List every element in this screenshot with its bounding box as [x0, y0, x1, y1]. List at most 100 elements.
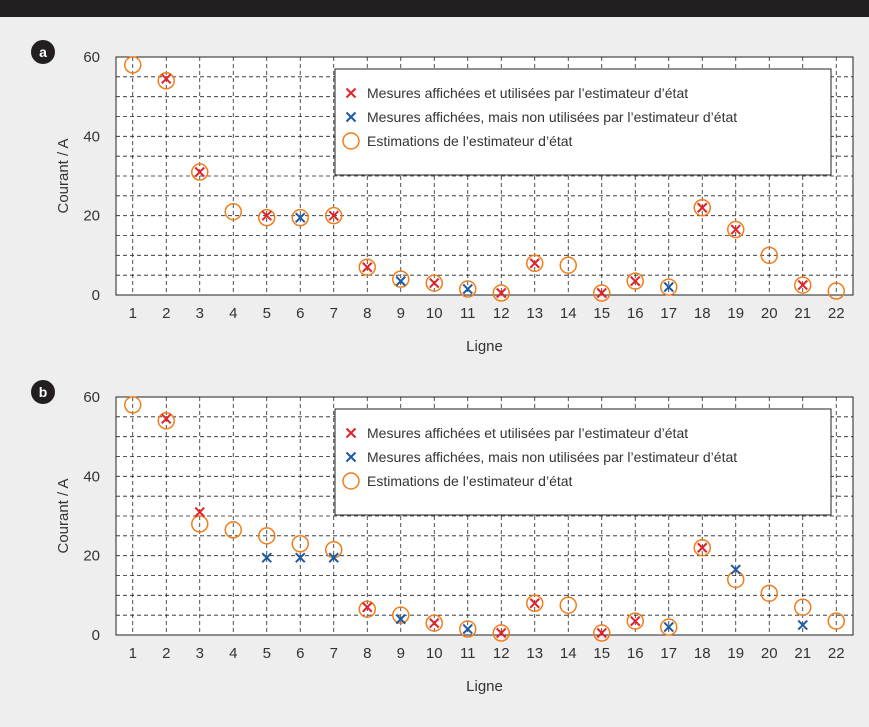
point-measure-used [161, 413, 172, 425]
y-tick-label: 60 [83, 389, 100, 406]
cross-stroke [362, 602, 373, 613]
x-tick-label: 4 [229, 645, 237, 662]
x-tick-label: 10 [426, 645, 443, 662]
point-estimation [124, 56, 142, 74]
point-estimation [191, 515, 209, 533]
x-tick-label: 2 [162, 645, 170, 662]
point-measure-unused [328, 552, 339, 563]
cross-stroke [596, 627, 607, 639]
y-axis-title: Courant / A [55, 478, 72, 553]
x-tick-label: 4 [229, 305, 237, 322]
point-estimation [794, 598, 812, 616]
panel-label: a [39, 44, 47, 60]
legend-item: Mesures affichées et utilisées par l’est… [345, 85, 688, 101]
y-tick-label: 60 [83, 49, 100, 66]
data-points [124, 56, 845, 302]
point-measure-used [529, 258, 540, 269]
legend-marker-red-cross [345, 87, 357, 99]
point-estimation [760, 246, 778, 265]
point-measure-unused [395, 613, 406, 625]
point-estimation [827, 612, 845, 630]
point-measure-used [797, 279, 808, 291]
legend: Mesures affichées et utilisées par l’est… [334, 68, 832, 176]
legend-label: Estimations de l’estimateur d’état [367, 133, 573, 149]
panel-badge [31, 380, 55, 404]
point-measure-used [429, 277, 440, 289]
point-estimation [660, 618, 678, 636]
legend-box [334, 68, 832, 176]
point-measure-unused [395, 275, 406, 287]
point-measure-used [161, 73, 172, 85]
legend-marker-blue-cross [345, 111, 357, 123]
point-estimation [258, 208, 276, 227]
legend-label: Mesures affichées, mais non utilisées pa… [367, 449, 737, 465]
x-axis-title: Ligne [466, 678, 503, 695]
y-tick-label: 0 [92, 627, 100, 644]
legend: Mesures affichées et utilisées par l’est… [334, 408, 832, 516]
point-measure-used [697, 542, 708, 553]
point-measure-used [362, 602, 373, 613]
cross-stroke [328, 210, 339, 221]
x-tick-label: 11 [460, 645, 476, 662]
cross-stroke [496, 287, 507, 299]
cross-stroke [529, 258, 540, 269]
legend-marker-orange-circle [342, 472, 360, 490]
x-tick-label: 18 [694, 305, 711, 322]
y-tick-label: 40 [83, 468, 100, 485]
point-measure-used [194, 166, 205, 178]
cross-stroke [496, 627, 507, 639]
cross-stroke [596, 287, 607, 299]
point-estimation [325, 206, 343, 225]
x-tick-label: 15 [593, 645, 610, 662]
cross-stroke [261, 552, 272, 563]
x-tick-label: 8 [363, 645, 371, 662]
point-estimation [157, 412, 175, 430]
x-tick-label: 12 [493, 305, 510, 322]
x-tick-label: 13 [526, 305, 543, 322]
point-estimation [291, 535, 309, 553]
point-estimation [459, 280, 477, 298]
point-estimation [392, 606, 410, 624]
cross-stroke [630, 615, 641, 627]
x-tick-label: 14 [560, 305, 577, 322]
cross-stroke [345, 111, 357, 123]
point-measure-used [261, 210, 272, 221]
legend-label: Estimations de l’estimateur d’état [367, 473, 573, 489]
point-measure-unused [462, 623, 473, 635]
point-estimation [358, 258, 376, 276]
point-estimation [291, 208, 309, 227]
x-tick-label: 7 [330, 645, 338, 662]
point-measure-used [194, 506, 205, 518]
point-estimation [526, 254, 544, 273]
cross-stroke [295, 552, 306, 563]
x-tick-label: 6 [296, 645, 304, 662]
cross-stroke [345, 87, 357, 99]
legend-item: Estimations de l’estimateur d’état [342, 132, 573, 150]
data-points [124, 396, 845, 642]
point-estimation [358, 600, 376, 618]
x-tick-label: 16 [627, 305, 644, 322]
panel-badge [31, 40, 55, 64]
legend-label: Mesures affichées, mais non utilisées pa… [367, 109, 737, 125]
cross-stroke [663, 621, 674, 633]
x-tick-label: 17 [660, 305, 677, 322]
point-measure-used [362, 262, 373, 273]
point-measure-unused [797, 619, 808, 631]
point-estimation [760, 584, 778, 603]
point-estimation [794, 276, 812, 294]
point-estimation [693, 198, 711, 217]
legend-item: Estimations de l’estimateur d’état [342, 472, 573, 490]
cross-stroke [429, 277, 440, 289]
panel-label: b [39, 384, 48, 400]
point-measure-used [630, 275, 641, 287]
x-tick-label: 21 [794, 305, 811, 322]
cross-stroke [161, 413, 172, 425]
cross-stroke [663, 281, 674, 293]
plot-frame [115, 56, 854, 296]
point-estimation [224, 202, 242, 221]
x-tick-label: 19 [727, 305, 744, 322]
point-measure-used [529, 598, 540, 609]
y-tick-label: 40 [83, 128, 100, 145]
